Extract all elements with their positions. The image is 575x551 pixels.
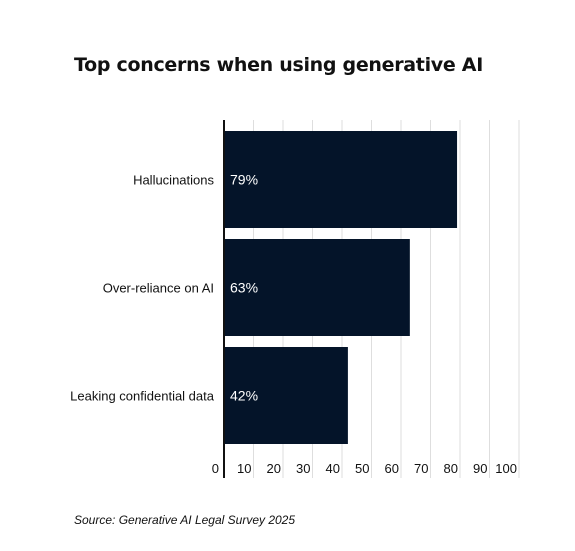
x-tick-label: 60 xyxy=(385,461,399,476)
x-tick-label: 70 xyxy=(414,461,428,476)
x-tick-label: 100 xyxy=(495,461,517,476)
category-label: Leaking confidential data xyxy=(70,389,215,404)
bar-value-label: 42% xyxy=(230,388,258,404)
bar xyxy=(224,347,348,444)
x-tick-label: 10 xyxy=(237,461,251,476)
x-tick-label: 50 xyxy=(355,461,369,476)
bar xyxy=(224,239,410,336)
x-tick-label: 30 xyxy=(296,461,310,476)
bar-layer xyxy=(224,131,458,444)
bar-value-label: 79% xyxy=(230,172,258,188)
bar xyxy=(224,131,458,228)
x-tick-label: 90 xyxy=(473,461,487,476)
x-tick-label: 20 xyxy=(267,461,281,476)
category-label: Over-reliance on AI xyxy=(103,281,214,296)
bar-value-label: 63% xyxy=(230,280,258,296)
x-tick-label: 0 xyxy=(212,461,219,476)
chart-source: Source: Generative AI Legal Survey 2025 xyxy=(74,513,296,527)
x-tick-label: 40 xyxy=(326,461,340,476)
x-tick-label: 80 xyxy=(444,461,458,476)
category-label: Hallucinations xyxy=(133,173,214,188)
label-layer: 79% Hallucinations 63% Over-reliance on AI 4… xyxy=(70,172,517,477)
chart-title: Top concerns when using generative AI xyxy=(74,54,483,76)
